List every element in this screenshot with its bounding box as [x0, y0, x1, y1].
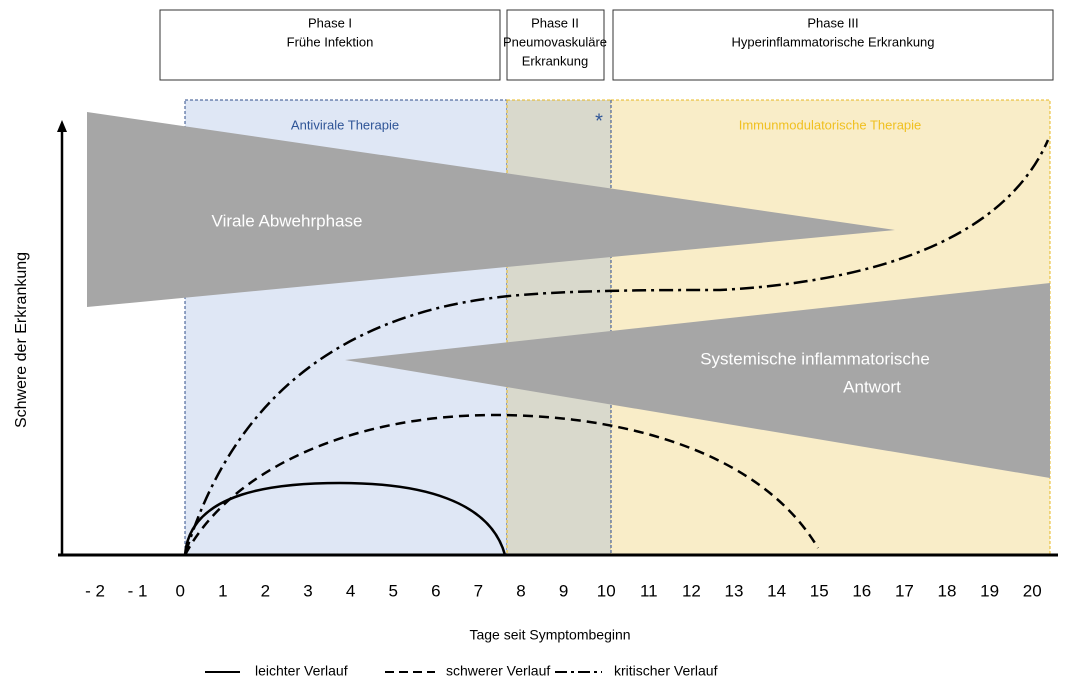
- severe-curve: [183, 413, 820, 556]
- x-tick-label: 9: [559, 581, 568, 600]
- x-tick-label: 20: [1023, 581, 1042, 600]
- shape-label: Systemische inflammatorische: [700, 349, 930, 368]
- x-tick-label: 18: [938, 581, 957, 600]
- phase-label: Pneumovaskuläre: [503, 34, 607, 49]
- x-tick-label: 14: [767, 581, 786, 600]
- x-axis-label: Tage seit Symptombeginn: [469, 627, 630, 643]
- systemic-shape: [345, 283, 1050, 478]
- x-tick-label: 13: [725, 581, 744, 600]
- phase-label: Hyperinflammatorische Erkrankung: [731, 34, 934, 49]
- x-tick-label: - 2: [85, 581, 105, 600]
- phase-label: Phase I: [308, 15, 352, 30]
- y-axis-label: Schwere der Erkrankung: [13, 252, 30, 428]
- x-tick-label: 8: [516, 581, 525, 600]
- phase-label: Erkrankung: [522, 53, 588, 68]
- x-tick-label: 6: [431, 581, 440, 600]
- phase-box: [506, 9, 605, 81]
- phase-box: [159, 9, 501, 81]
- legend-label: leichter Verlauf: [255, 663, 348, 679]
- x-tick-label: 5: [388, 581, 397, 600]
- phase-label: Phase III: [807, 15, 858, 30]
- therapy-label: Antivirale Therapie: [291, 117, 399, 132]
- x-tick-label: 16: [852, 581, 871, 600]
- phase-labels: Phase I Frühe Infektion Phase II Pneumovask…: [287, 15, 935, 68]
- x-tick-label: 2: [261, 581, 270, 600]
- x-tick-label: 19: [980, 581, 999, 600]
- legend-label: schwerer Verlauf: [446, 663, 550, 679]
- x-tick-label: 1: [218, 581, 227, 600]
- legend-label: kritischer Verlauf: [614, 663, 718, 679]
- x-tick-label: 7: [474, 581, 483, 600]
- overlap-region: [506, 99, 612, 556]
- critical-curve: [183, 139, 1050, 556]
- marker: *: [595, 110, 603, 132]
- x-ticks: - 2- 1 0 1 2 3 4 5 6 7 8 9 10 11 12 13 14 15 16 17 18 19 20: [85, 581, 1042, 600]
- x-tick-label: 15: [810, 581, 829, 600]
- shape-label: Antwort: [843, 377, 901, 396]
- x-tick-label: 10: [597, 581, 616, 600]
- mild-curve: [183, 481, 507, 556]
- y-axis-arrow: [57, 120, 67, 132]
- x-tick-label: - 1: [128, 581, 148, 600]
- phase-label: Phase II: [531, 15, 579, 30]
- x-tick-label: 11: [640, 581, 658, 600]
- x-tick-label: 4: [346, 581, 355, 600]
- x-tick-label: 0: [175, 581, 184, 600]
- shape-label: Virale Abwehrphase: [212, 211, 363, 230]
- x-tick-label: 3: [303, 581, 312, 600]
- phase-label: Frühe Infektion: [287, 34, 374, 49]
- x-tick-label: 12: [682, 581, 701, 600]
- x-tick-label: 17: [895, 581, 914, 600]
- phase-box: [612, 9, 1054, 81]
- viral-shape: [87, 112, 895, 307]
- therapy-label: Immunmodulatorische Therapie: [739, 117, 922, 132]
